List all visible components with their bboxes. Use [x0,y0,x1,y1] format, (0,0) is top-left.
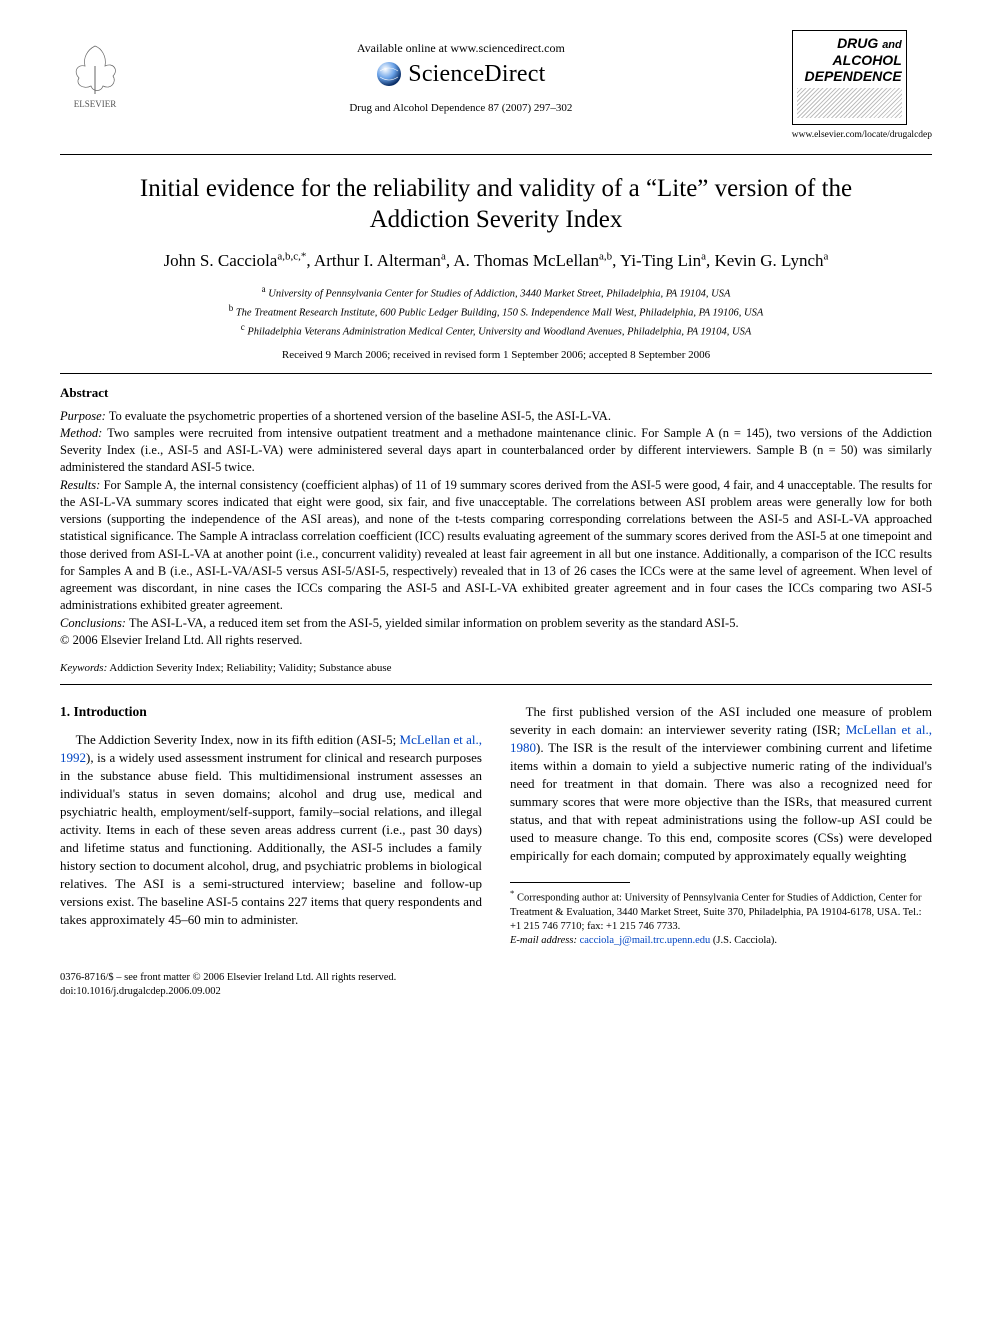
affiliation-c: c Philadelphia Veterans Administration M… [60,321,932,340]
purpose-label: Purpose: [60,409,106,423]
authors-line: John S. Cacciolaa,b,c,*, Arthur I. Alter… [60,249,932,273]
journal-box-line3: DEPENDENCE [805,68,902,84]
abstract-purpose: Purpose: To evaluate the psychometric pr… [60,408,932,425]
conclusions-text: The ASI-L-VA, a reduced item set from th… [129,616,739,630]
pre-abstract-rule [60,373,932,374]
method-text: Two samples were recruited from intensiv… [60,426,932,475]
results-label: Results: [60,478,100,492]
conclusions-label: Conclusions: [60,616,126,630]
page-header: ELSEVIER Available online at www.science… [60,30,932,142]
abstract-section: Abstract Purpose: To evaluate the psycho… [60,384,932,649]
email-label: E-mail address: [510,935,577,946]
footer-doi: doi:10.1016/j.drugalcdep.2006.09.002 [60,985,932,999]
footnote-separator [510,882,630,883]
affiliation-a: a University of Pennsylvania Center for … [60,283,932,302]
journal-url: www.elsevier.com/locate/drugalcdep [792,129,932,142]
authors-text: John S. Cacciolaa,b,c,*, Arthur I. Alter… [164,251,829,270]
method-label: Method: [60,426,102,440]
abstract-results: Results: For Sample A, the internal cons… [60,477,932,615]
journal-reference: Drug and Alcohol Dependence 87 (2007) 29… [130,101,792,116]
abstract-copyright: © 2006 Elsevier Ireland Ltd. All rights … [60,632,932,649]
journal-cover-block: DRUG and ALCOHOL DEPENDENCE www.elsevier… [792,30,932,142]
keywords-line: Keywords: Addiction Severity Index; Reli… [60,661,932,676]
article-dates: Received 9 March 2006; received in revis… [60,348,932,363]
email-line: E-mail address: cacciola_j@mail.trc.upen… [510,934,932,948]
journal-box-line2: ALCOHOL [833,52,902,68]
section-1-heading: 1. Introduction [60,703,482,721]
sciencedirect-text: ScienceDirect [408,58,545,90]
keywords-label: Keywords: [60,662,107,674]
abstract-heading: Abstract [60,384,932,402]
journal-box-line1: DRUG [837,35,878,51]
elsevier-label: ELSEVIER [74,98,117,110]
corresponding-text: * Corresponding author at: University of… [510,888,932,934]
abstract-method: Method: Two samples were recruited from … [60,425,932,477]
abstract-conclusions: Conclusions: The ASI-L-VA, a reduced ite… [60,615,932,632]
corresponding-body: Corresponding author at: University of P… [510,893,922,932]
intro-para-1: The Addiction Severity Index, now in its… [60,731,482,928]
affiliation-a-text: University of Pennsylvania Center for St… [268,288,730,299]
journal-box-and: and [882,39,902,51]
intro-p2-post: ). The ISR is the result of the intervie… [510,740,932,863]
intro-para-2: The first published version of the ASI i… [510,703,932,864]
results-text: For Sample A, the internal consistency (… [60,478,932,613]
keywords-text: Addiction Severity Index; Reliability; V… [109,662,391,674]
journal-box-graphic [797,88,902,118]
sciencedirect-logo: ScienceDirect [130,58,792,90]
intro-p1-pre: The Addiction Severity Index, now in its… [76,732,400,747]
header-center: Available online at www.sciencedirect.co… [130,30,792,115]
article-title: Initial evidence for the reliability and… [100,173,892,236]
corresponding-email[interactable]: cacciola_j@mail.trc.upenn.edu [580,935,711,946]
post-abstract-rule [60,684,932,685]
elsevier-tree-icon [65,40,125,98]
affiliation-c-text: Philadelphia Veterans Administration Med… [247,327,751,338]
sciencedirect-ball-icon [376,61,402,87]
journal-cover-box: DRUG and ALCOHOL DEPENDENCE [792,30,907,125]
purpose-text: To evaluate the psychometric properties … [109,409,611,423]
footer-issn: 0376-8716/$ – see front matter © 2006 El… [60,971,932,985]
page-footer: 0376-8716/$ – see front matter © 2006 El… [60,971,932,999]
affiliation-b: b The Treatment Research Institute, 600 … [60,302,932,321]
body-two-column: 1. Introduction The Addiction Severity I… [60,703,932,949]
elsevier-logo: ELSEVIER [60,30,130,110]
affiliation-b-text: The Treatment Research Institute, 600 Pu… [236,307,763,318]
available-online-text: Available online at www.sciencedirect.co… [130,40,792,56]
affiliations: a University of Pennsylvania Center for … [60,283,932,341]
header-rule [60,154,932,155]
email-name: (J.S. Cacciola). [713,935,777,946]
corresponding-footnote: * Corresponding author at: University of… [510,888,932,948]
